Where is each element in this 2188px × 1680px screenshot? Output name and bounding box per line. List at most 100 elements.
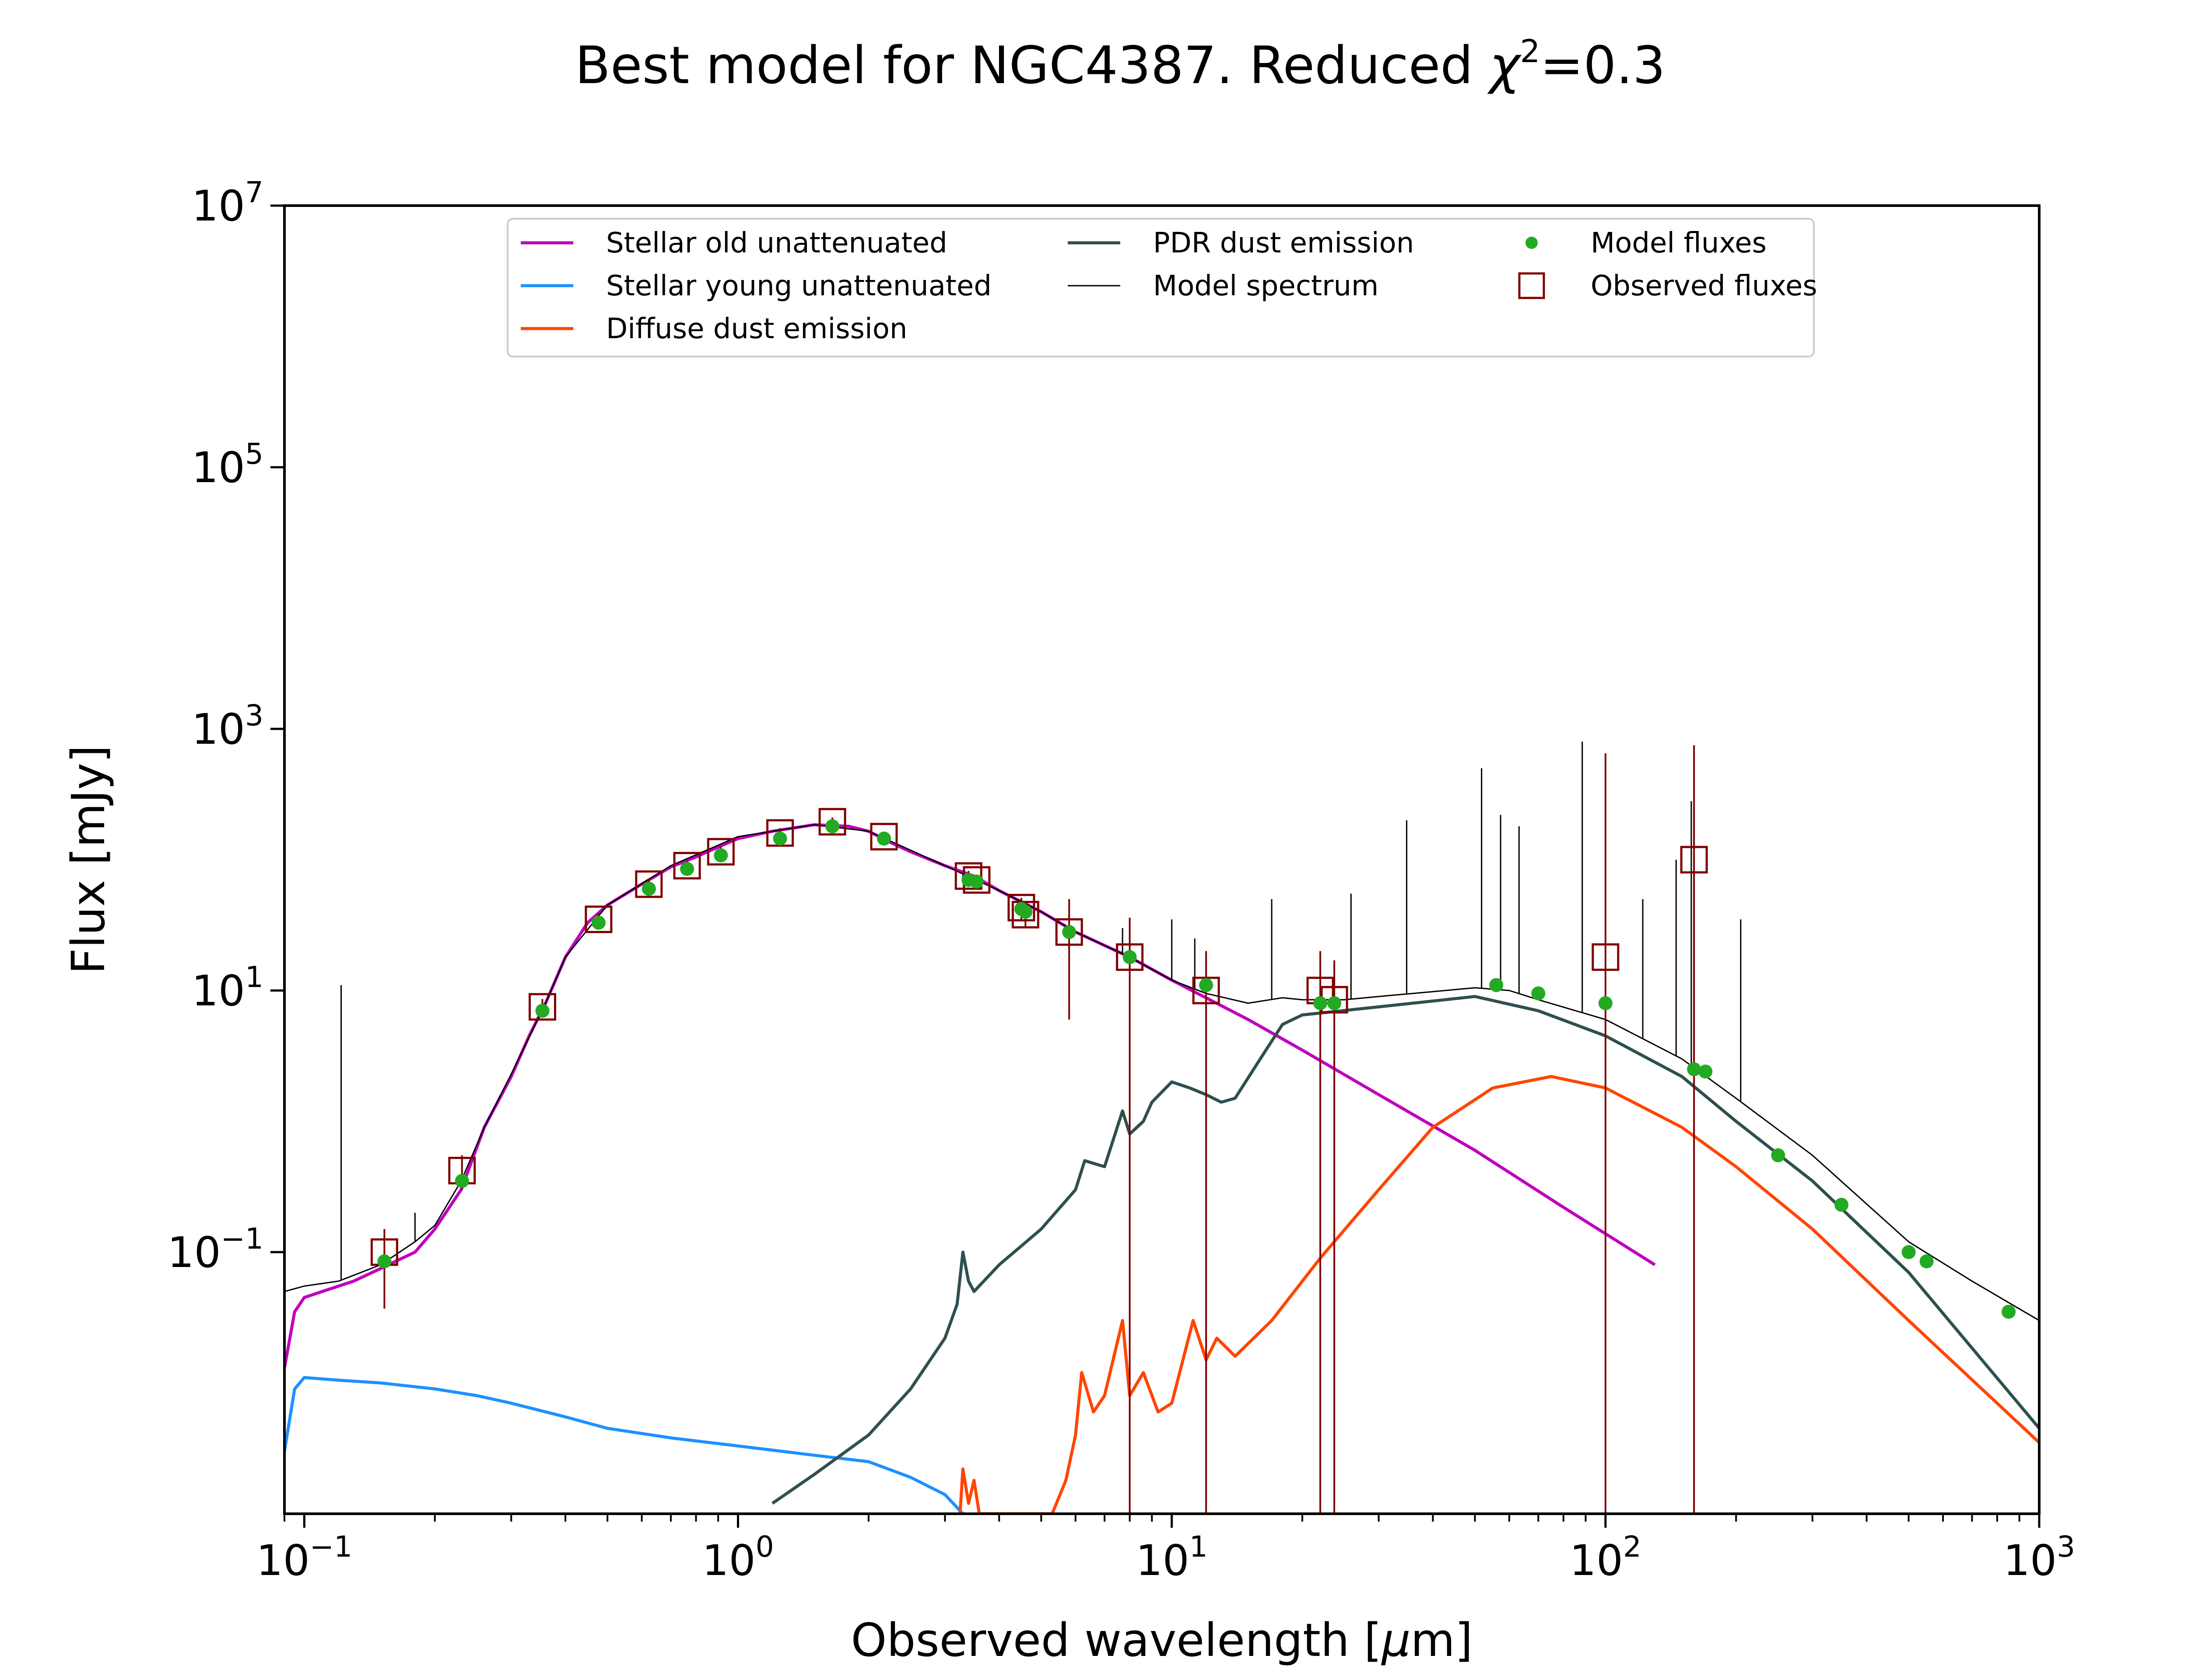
model-flux-point [877,831,891,846]
model-flux-point [1771,1148,1785,1162]
x-tick-label: 102 [1570,1530,1641,1585]
model-flux-point [1122,950,1137,964]
y-tick-base: 10 [192,443,245,492]
y-tick-exp: 5 [245,437,263,471]
legend-swatch-model-fluxes [1525,237,1538,249]
x-tick-base: 10 [2003,1536,2057,1585]
model-flux-point [455,1174,469,1188]
legend-label-stellar-old: Stellar old unattenuated [606,227,947,259]
model-flux-point [1489,978,1504,992]
y-tick-exp: 7 [245,175,263,209]
y-tick-base: 10 [192,966,245,1015]
observed-flux-marker [673,852,701,880]
y-tick-label: 107 [192,175,263,231]
legend-label-diffuse: Diffuse dust emission [606,313,907,345]
plot-area [284,741,2039,1514]
legend-label-model-spectrum: Model spectrum [1153,270,1378,302]
observed-flux-marker [1007,894,1035,922]
model-flux-point [1062,925,1076,939]
observed-flux-marker [635,870,663,898]
model-flux-point [825,819,840,833]
legend-label-stellar-young: Stellar young unattenuated [606,270,992,302]
model-flux-point [1834,1197,1849,1212]
x-tick-exp: 0 [756,1530,774,1564]
x-tick-exp: −1 [310,1530,352,1564]
y-tick-label: 10−1 [168,1222,263,1277]
title-suffix: =0.3 [1540,35,1666,95]
x-axis-label: Observed wavelength [μm] [851,1614,1473,1667]
series-line-stellar-young [284,1376,964,1514]
x-tick-base: 10 [256,1536,310,1585]
observed-flux-marker [766,819,794,847]
legend-box [507,218,1815,357]
legend-label-model-fluxes: Model fluxes [1591,227,1767,259]
y-tick-base: 10 [168,1228,221,1277]
plot-frame [283,204,2041,1515]
x-tick-label: 100 [702,1530,774,1585]
observed-flux-marker [1116,943,1144,971]
observed-flux-marker [1192,976,1220,1004]
model-flux-point [773,831,787,846]
observed-flux-marker [1680,846,1708,874]
x-tick-label: 10−1 [256,1530,352,1585]
series-line-diffuse [958,1075,2039,1514]
model-flux-point [1018,904,1033,919]
model-flux-point [1687,1062,1701,1077]
model-flux-point [969,875,984,889]
model-flux-point [1531,986,1546,1001]
legend-label-pdr: PDR dust emission [1153,227,1414,259]
observed-flux-marker [585,905,613,933]
y-tick-label: 101 [192,960,263,1015]
observed-flux-marker [870,822,898,850]
legend-swatch-observed [1518,272,1545,299]
model-flux-point [535,1004,550,1018]
y-axis-label: Flux [mJy] [62,745,115,974]
observed-flux-marker [1011,901,1039,929]
model-flux-point [377,1254,392,1269]
model-flux-point [1313,996,1328,1010]
model-flux-point [1199,978,1213,992]
legend: Stellar old unattenuated Stellar young un… [507,218,1817,357]
x-tick-label: 101 [1136,1530,1208,1585]
y-tick-exp: −1 [221,1222,263,1256]
x-tick-base: 10 [1570,1536,1623,1585]
observed-flux-marker [1055,918,1083,946]
chart-title: Best model for NGC4387. Reduced χ2=0.3 [575,33,1666,95]
observed-flux-marker [529,993,557,1021]
model-flux-point [1598,996,1613,1010]
title-chi: χ [1487,35,1522,95]
legend-label-observed: Observed fluxes [1591,270,1817,302]
model-flux-point [1327,996,1342,1010]
model-flux-point [680,862,694,876]
series-line-pdr [771,995,2039,1505]
observed-flux-marker [818,808,846,836]
model-flux-point [1901,1245,1916,1259]
y-tick-label: 103 [192,699,263,754]
x-tick-exp: 2 [1623,1530,1641,1564]
model-flux-point [591,915,606,930]
model-flux-point [714,848,728,863]
xlabel-prefix: Observed wavelength [ [851,1614,1382,1667]
title-chi-sup: 2 [1520,33,1540,70]
x-tick-exp: 1 [1189,1530,1208,1564]
observed-flux-marker [707,838,735,866]
y-tick-base: 10 [192,182,245,231]
x-tick-base: 10 [1136,1536,1189,1585]
model-flux-point [1698,1064,1713,1079]
model-flux-point [642,882,656,896]
x-axis: 10−1 100 101 102 103 [256,1514,2075,1585]
y-tick-base: 10 [192,705,245,754]
y-tick-exp: 3 [245,699,263,732]
xlabel-mu: μ [1381,1614,1410,1667]
title-prefix: Best model for NGC4387. Reduced [575,35,1490,95]
y-tick-label: 105 [192,437,263,492]
xlabel-suffix: m] [1411,1614,1473,1667]
y-tick-exp: 1 [245,960,263,994]
x-tick-base: 10 [702,1536,755,1585]
x-tick-exp: 3 [2057,1530,2075,1564]
model-flux-point [2002,1305,2016,1319]
observed-flux-marker [1592,943,1620,971]
x-tick-label: 103 [2003,1530,2075,1585]
